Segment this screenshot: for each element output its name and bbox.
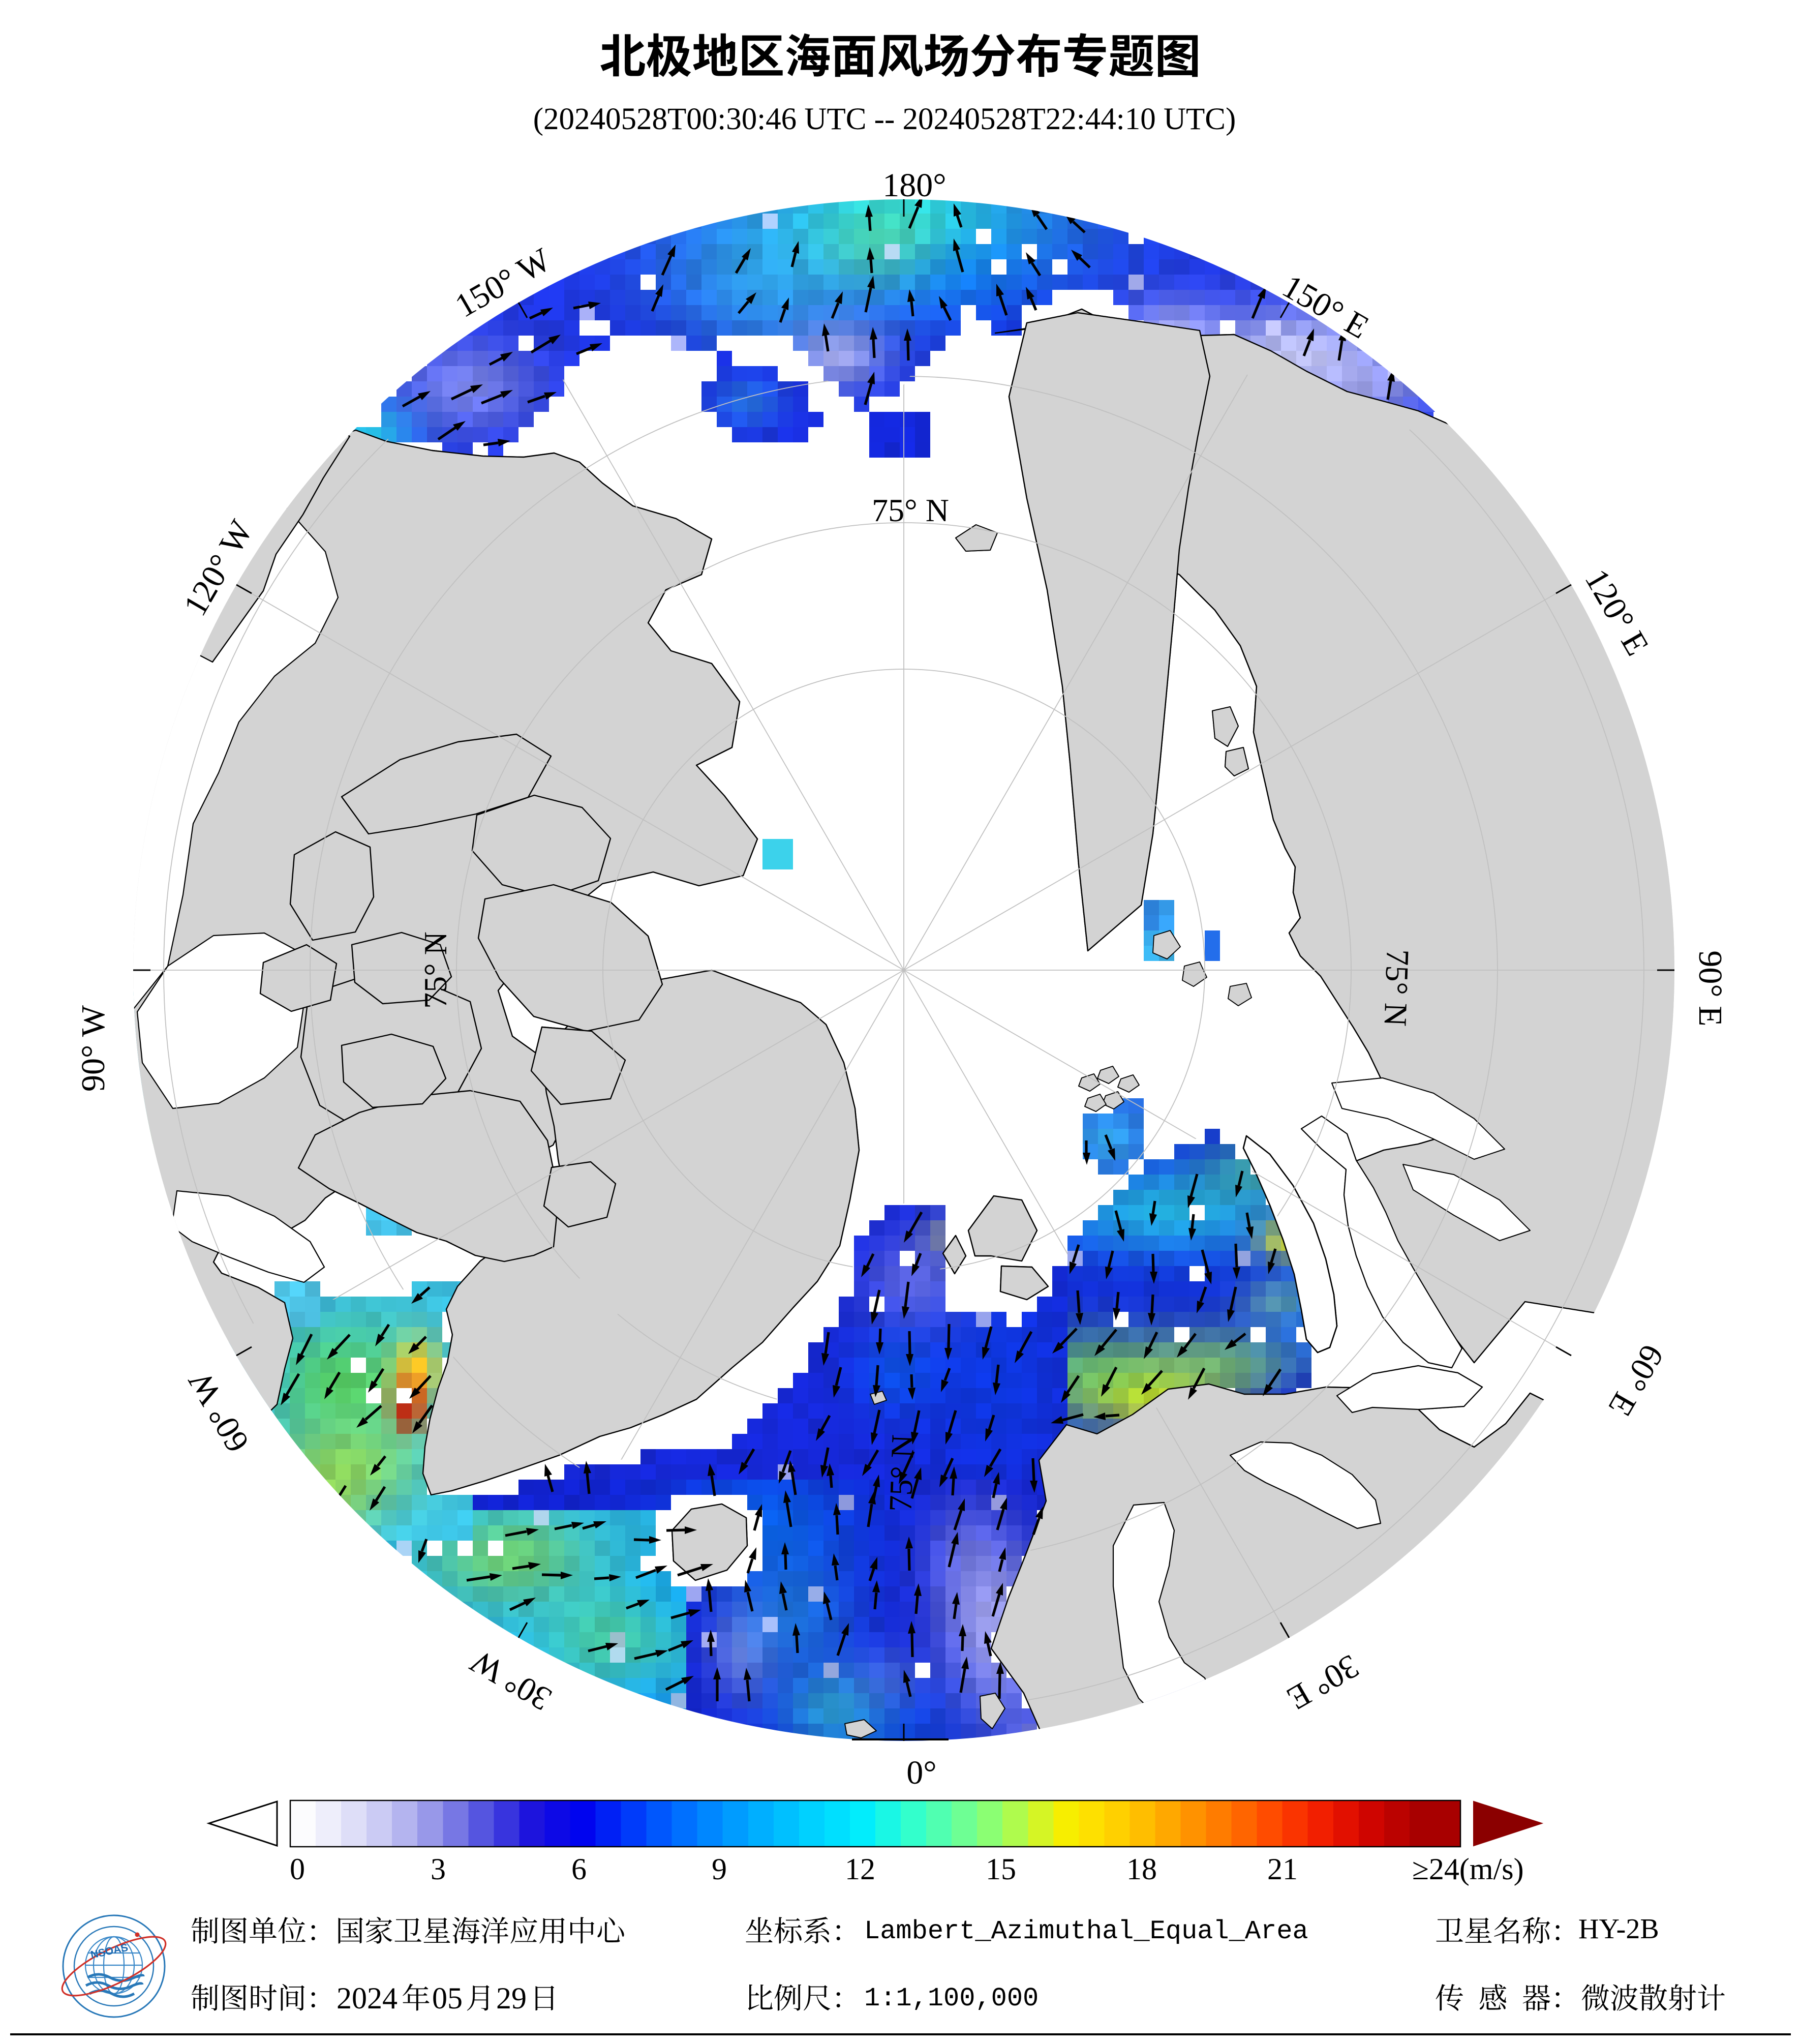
svg-text:6: 6 (571, 1852, 587, 1886)
svg-text:15: 15 (986, 1852, 1016, 1886)
svg-text:2024: 2024 (337, 1981, 398, 2015)
svg-text:18: 18 (1126, 1852, 1157, 1886)
svg-text:90° E: 90° E (1692, 950, 1729, 1026)
svg-text:75° N: 75° N (872, 492, 949, 528)
svg-text:29: 29 (496, 1981, 527, 2015)
svg-text:9: 9 (712, 1852, 727, 1886)
svg-text:0: 0 (290, 1852, 305, 1886)
svg-text:≥24(m/s): ≥24(m/s) (1412, 1852, 1524, 1886)
svg-text:75° N: 75° N (882, 1434, 921, 1512)
svg-text:Lambert_Azimuthal_Equal_Area: Lambert_Azimuthal_Equal_Area (864, 1916, 1308, 1946)
svg-text:1:1,100,000: 1:1,100,000 (864, 1983, 1039, 2013)
svg-text:12: 12 (845, 1852, 875, 1886)
svg-text:HY-2B: HY-2B (1578, 1913, 1659, 1945)
svg-text:21: 21 (1267, 1852, 1298, 1886)
svg-text:0°: 0° (906, 1754, 936, 1791)
svg-text:75° N: 75° N (1377, 949, 1416, 1027)
svg-text:75° N: 75° N (417, 931, 453, 1009)
svg-text:(20240528T00:30:46 UTC -- 2024: (20240528T00:30:46 UTC -- 20240528T22:44… (533, 102, 1236, 136)
svg-text:90° W: 90° W (75, 1005, 112, 1092)
svg-text:05: 05 (432, 1981, 463, 2015)
svg-text:3: 3 (431, 1852, 446, 1886)
svg-text:180°: 180° (882, 167, 946, 204)
